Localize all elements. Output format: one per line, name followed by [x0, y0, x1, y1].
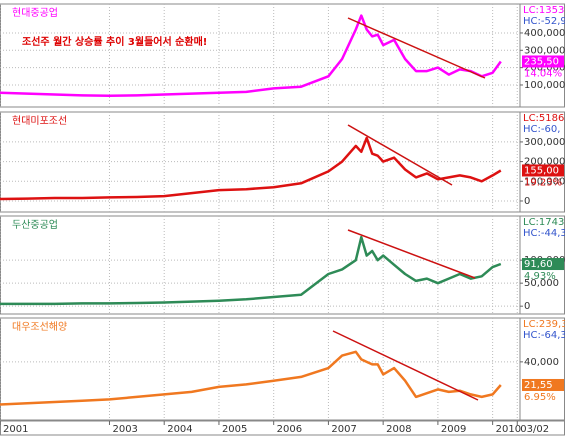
lc-label: LC:1743 — [523, 217, 564, 228]
y-tick-label: 0 — [524, 196, 530, 207]
annotation: 조선주 월간 상승률 추이 3월들어서 순환매! — [22, 35, 207, 48]
change-label: 4.93% — [524, 271, 556, 282]
hc-label: HC:-44,3 — [523, 228, 565, 239]
y-tick-label: 100,000 — [524, 80, 565, 91]
x-tick-label: 2001 — [3, 424, 28, 435]
series-line — [0, 136, 502, 201]
change-label: 14.04% — [524, 68, 562, 79]
trend-line — [347, 124, 453, 186]
y-tick-label: 200,000 — [524, 157, 565, 168]
lc-label: LC:5186 — [523, 113, 564, 124]
y-tick-label: 200,000 — [524, 63, 565, 74]
lc-label: LC:239,3 — [523, 319, 565, 330]
x-tick-label: 2003 — [112, 424, 137, 435]
series-line — [0, 14, 502, 97]
price-box — [522, 378, 564, 391]
hc-label: HC:-52,9 — [523, 16, 565, 27]
price-box — [522, 55, 564, 68]
panel-title: 현대중공업 — [12, 6, 58, 19]
price-label: 21,55 — [524, 380, 553, 391]
trend-line — [332, 330, 479, 401]
y-tick-label: 50,000 — [524, 278, 559, 289]
y-tick-label: 100,000 — [524, 176, 565, 187]
price-label: 91,60 — [524, 259, 553, 270]
x-tick-label: 2004 — [167, 424, 192, 435]
x-tick-label: 2007 — [331, 424, 356, 435]
y-tick-label: 300,000 — [524, 137, 565, 148]
x-tick-label: 2009 — [441, 424, 466, 435]
y-tick-label: 40,000 — [524, 357, 559, 368]
panel-title: 대우조선해양 — [12, 320, 67, 333]
x-tick-label: 2006 — [277, 424, 302, 435]
x-tick-label: 2010 — [496, 424, 521, 435]
change-label: 19.23% — [524, 177, 562, 188]
y-tick-label: 0 — [524, 301, 530, 312]
price-box — [522, 164, 564, 177]
price-label: 235,50 — [524, 56, 559, 67]
series-line — [0, 235, 502, 306]
series-line — [0, 350, 502, 406]
panel-title: 현대미포조선 — [12, 115, 67, 127]
x-tick-label: 2008 — [386, 424, 411, 435]
change-label: 6.95% — [524, 392, 556, 403]
trend-line — [347, 17, 486, 79]
hc-label: HC:-60, — [523, 124, 560, 135]
price-box — [522, 258, 564, 271]
trend-line — [347, 229, 476, 279]
hc-label: HC:-64,3 — [523, 330, 565, 341]
y-tick-label: 300,000 — [524, 45, 565, 56]
panel-title: 두산중공업 — [12, 218, 58, 231]
y-tick-label: 400,000 — [524, 28, 565, 39]
x-tick-label: 2005 — [222, 424, 247, 435]
x-tick-label: 03/02 — [520, 424, 549, 435]
lc-label: LC:1353 — [523, 5, 564, 16]
price-label: 155,00 — [524, 165, 559, 176]
